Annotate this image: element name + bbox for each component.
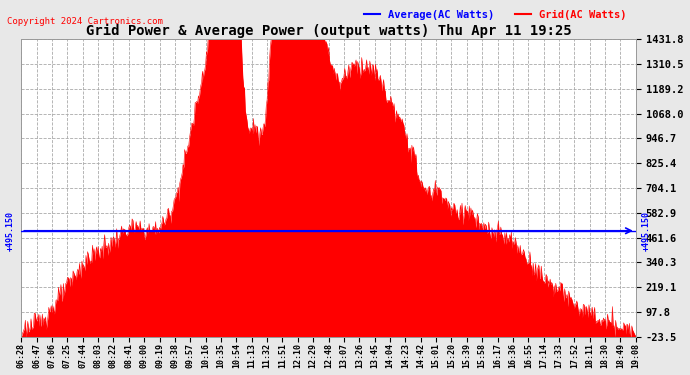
Text: +495.150: +495.150 xyxy=(642,211,651,251)
Title: Grid Power & Average Power (output watts) Thu Apr 11 19:25: Grid Power & Average Power (output watts… xyxy=(86,24,571,38)
Text: +495.150: +495.150 xyxy=(6,211,15,251)
Legend: Average(AC Watts), Grid(AC Watts): Average(AC Watts), Grid(AC Watts) xyxy=(359,6,631,24)
Text: Copyright 2024 Cartronics.com: Copyright 2024 Cartronics.com xyxy=(7,17,163,26)
